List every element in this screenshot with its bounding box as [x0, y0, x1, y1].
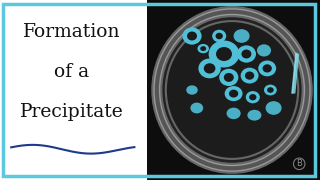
Ellipse shape: [227, 108, 241, 119]
Ellipse shape: [197, 44, 209, 53]
Ellipse shape: [216, 47, 232, 61]
Ellipse shape: [257, 44, 271, 57]
Ellipse shape: [247, 110, 261, 121]
Bar: [147, 0, 320, 180]
Ellipse shape: [225, 86, 243, 101]
Ellipse shape: [186, 85, 198, 95]
Ellipse shape: [187, 31, 197, 40]
Ellipse shape: [166, 21, 298, 159]
Ellipse shape: [234, 29, 250, 43]
Ellipse shape: [249, 94, 256, 100]
Ellipse shape: [258, 60, 276, 76]
Ellipse shape: [190, 103, 203, 113]
Ellipse shape: [198, 58, 221, 78]
Ellipse shape: [264, 85, 277, 95]
Ellipse shape: [219, 69, 238, 86]
Ellipse shape: [224, 73, 234, 82]
Ellipse shape: [246, 91, 260, 103]
Ellipse shape: [212, 30, 226, 42]
Ellipse shape: [157, 12, 307, 168]
Ellipse shape: [241, 68, 259, 84]
Bar: [0, 0, 147, 180]
Ellipse shape: [267, 87, 274, 93]
Ellipse shape: [237, 45, 256, 63]
Ellipse shape: [216, 33, 223, 39]
Text: Precipitate: Precipitate: [20, 103, 124, 121]
Ellipse shape: [204, 63, 215, 74]
Text: B: B: [296, 159, 302, 168]
Text: of a: of a: [54, 63, 90, 81]
Polygon shape: [292, 52, 297, 94]
Ellipse shape: [266, 101, 282, 115]
Ellipse shape: [245, 71, 254, 80]
Ellipse shape: [241, 50, 252, 59]
Ellipse shape: [229, 90, 238, 98]
Ellipse shape: [209, 40, 239, 68]
Ellipse shape: [262, 64, 272, 73]
Text: Formation: Formation: [23, 23, 121, 41]
Ellipse shape: [202, 66, 208, 71]
Ellipse shape: [200, 46, 206, 51]
Polygon shape: [291, 52, 299, 94]
Ellipse shape: [182, 27, 202, 45]
